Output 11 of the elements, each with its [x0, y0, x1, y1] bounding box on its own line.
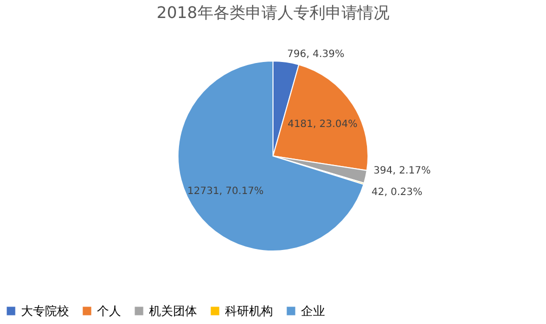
legend-label: 个人 [97, 304, 121, 318]
legend-label: 机关团体 [149, 304, 197, 318]
data-label: 796, 4.39% [287, 48, 344, 60]
legend-label: 大专院校 [21, 304, 69, 318]
chart-title: 2018年各类申请人专利申请情况 [156, 3, 390, 22]
data-label: 12731, 70.17% [187, 186, 264, 197]
data-label: 42, 0.23% [372, 187, 422, 198]
legend-label: 企业 [301, 304, 325, 318]
data-label: 394, 2.17% [373, 166, 431, 177]
data-label: 4181, 23.04% [288, 119, 358, 130]
legend-label: 科研机构 [225, 304, 273, 318]
